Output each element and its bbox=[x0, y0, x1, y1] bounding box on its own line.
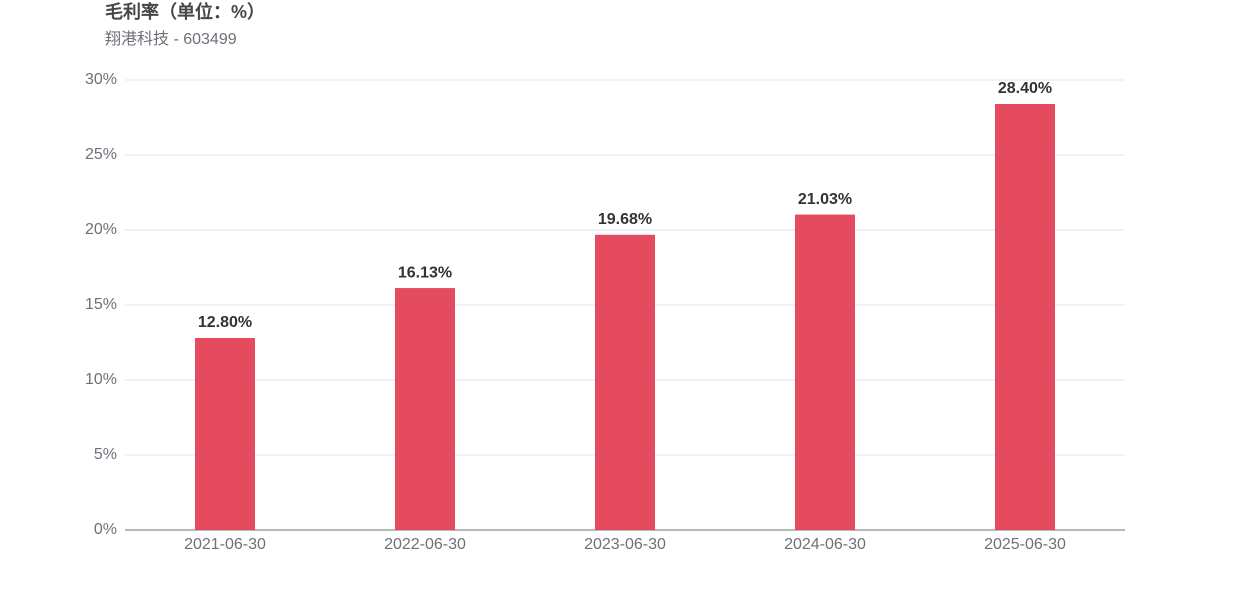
x-tick-label: 2022-06-30 bbox=[384, 536, 466, 553]
x-tick-label: 2021-06-30 bbox=[184, 536, 266, 553]
value-label: 19.68% bbox=[598, 211, 652, 228]
bar bbox=[395, 288, 455, 530]
x-tick-label: 2023-06-30 bbox=[584, 536, 666, 553]
value-label: 21.03% bbox=[798, 191, 852, 208]
bar bbox=[995, 104, 1055, 530]
x-tick-label: 2025-06-30 bbox=[984, 536, 1066, 553]
chart-subtitle: 翔港科技 - 603499 bbox=[105, 30, 237, 48]
y-tick-label: 0% bbox=[94, 521, 117, 538]
x-tick-label: 2024-06-30 bbox=[784, 536, 866, 553]
y-tick-label: 25% bbox=[85, 146, 117, 163]
bar bbox=[595, 234, 655, 531]
bar bbox=[795, 214, 855, 531]
y-tick-label: 30% bbox=[85, 71, 117, 88]
value-label: 28.40% bbox=[998, 80, 1052, 97]
chart-title: 毛利率（单位：%） bbox=[105, 1, 265, 22]
y-tick-label: 10% bbox=[85, 371, 117, 388]
bar bbox=[195, 338, 255, 530]
value-label: 12.80% bbox=[198, 314, 252, 331]
y-tick-label: 5% bbox=[94, 446, 117, 463]
y-tick-label: 20% bbox=[85, 221, 117, 238]
value-label: 16.13% bbox=[398, 264, 452, 281]
y-tick-label: 15% bbox=[85, 296, 117, 313]
